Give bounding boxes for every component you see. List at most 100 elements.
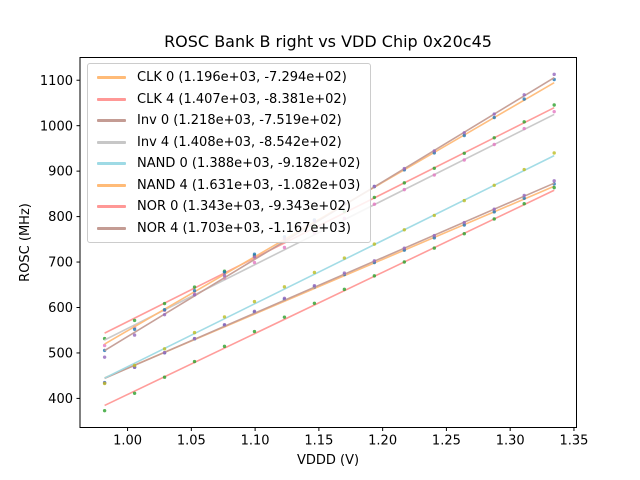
data-point	[552, 72, 556, 77]
data-point	[192, 359, 197, 364]
data-point	[132, 318, 137, 323]
data-point	[462, 220, 466, 225]
data-point	[372, 202, 377, 206]
data-point	[222, 344, 227, 349]
data-point	[342, 256, 347, 260]
y-axis-label: ROSC (MHz)	[18, 203, 33, 282]
legend-label: Inv 4 (1.408e+03, -8.542e+02)	[137, 134, 342, 150]
data-point	[462, 158, 466, 162]
legend-label: CLK 0 (1.196e+03, -7.294e+02)	[137, 70, 347, 86]
data-point	[282, 315, 287, 319]
data-point	[462, 223, 466, 227]
data-point	[372, 242, 377, 246]
data-point	[372, 259, 377, 263]
x-tick-label: 1.15	[304, 434, 333, 449]
data-point	[192, 289, 197, 293]
data-point	[252, 309, 257, 313]
y-tick-label: 700	[48, 256, 73, 271]
data-point	[102, 381, 107, 386]
legend-label: NOR 4 (1.703e+03, -1.167e+03)	[137, 220, 351, 236]
data-point	[372, 184, 377, 188]
data-point	[162, 312, 167, 317]
y-tick-label: 600	[48, 301, 73, 316]
data-point	[462, 198, 466, 203]
data-point	[312, 301, 317, 305]
x-tick-label: 1.30	[496, 434, 525, 449]
data-point	[402, 228, 407, 232]
data-point	[192, 285, 197, 289]
data-point	[552, 185, 556, 190]
data-point	[162, 308, 167, 312]
data-point	[102, 343, 107, 348]
data-point	[522, 93, 526, 97]
data-point	[432, 166, 436, 170]
data-point	[132, 333, 137, 337]
legend-swatch	[97, 162, 126, 166]
data-point	[192, 336, 197, 341]
data-point	[372, 274, 377, 278]
data-point	[162, 375, 167, 379]
data-point	[432, 246, 436, 250]
legend-entry-nor-0: NOR 0 (1.343e+03, -9.343e+02)	[97, 196, 360, 218]
legend-swatch	[97, 76, 126, 80]
data-point	[432, 173, 436, 177]
data-point	[402, 246, 407, 250]
data-point	[312, 283, 317, 288]
legend-swatch	[97, 226, 126, 230]
x-tick-label: 1.20	[368, 434, 397, 449]
data-point	[492, 136, 496, 140]
data-point	[432, 149, 436, 153]
data-point	[402, 260, 407, 264]
data-point	[162, 351, 167, 355]
legend-entry-nand-4: NAND 4 (1.631e+03, -1.082e+03)	[97, 175, 360, 197]
legend-swatch	[97, 205, 126, 209]
data-point	[492, 183, 496, 187]
legend-entry-clk-0: CLK 0 (1.196e+03, -7.294e+02)	[97, 67, 360, 89]
legend-swatch	[97, 183, 126, 187]
x-tick-label: 1.05	[177, 434, 206, 449]
data-point	[222, 322, 227, 327]
x-tick-label: 1.25	[432, 434, 461, 449]
data-point	[522, 97, 526, 101]
data-point	[492, 217, 496, 221]
data-point	[402, 187, 407, 192]
legend-label: Inv 0 (1.218e+03, -7.519e+02)	[137, 113, 342, 129]
x-tick-label: 1.00	[113, 434, 142, 449]
legend-swatch	[97, 140, 126, 144]
y-tick-label: 400	[48, 392, 73, 407]
data-point	[252, 329, 257, 334]
data-point	[462, 133, 466, 138]
data-point	[552, 179, 556, 183]
data-point	[252, 299, 257, 304]
chart-legend: CLK 0 (1.196e+03, -7.294e+02) CLK 4 (1.40…	[87, 63, 372, 243]
data-point	[342, 287, 347, 292]
data-point	[222, 273, 227, 278]
data-point	[282, 245, 287, 250]
data-point	[552, 103, 556, 107]
x-tick-label: 1.35	[559, 434, 588, 449]
data-point	[432, 233, 436, 238]
chart-title: ROSC Bank B right vs VDD Chip 0x20c45	[164, 32, 492, 51]
data-point	[342, 271, 347, 275]
data-point	[522, 193, 526, 198]
data-point	[492, 210, 496, 214]
data-point	[522, 167, 526, 172]
data-point	[462, 131, 466, 135]
data-point	[402, 181, 407, 185]
data-point	[282, 285, 287, 289]
data-point	[222, 315, 227, 319]
y-tick-label: 1000	[40, 119, 73, 134]
data-point	[372, 195, 377, 200]
data-point	[492, 112, 496, 116]
legend-label: NAND 0 (1.388e+03, -9.182e+02)	[137, 156, 361, 172]
legend-entry-nor-4: NOR 4 (1.703e+03, -1.167e+03)	[97, 218, 360, 240]
data-point	[132, 327, 137, 331]
data-point	[522, 120, 526, 124]
x-axis-label: VDDD (V)	[297, 453, 359, 468]
legend-label: CLK 4 (1.407e+03, -8.381e+02)	[137, 91, 347, 107]
legend-entry-inv-4: Inv 4 (1.408e+03, -8.542e+02)	[97, 132, 360, 154]
data-point	[312, 270, 317, 275]
data-point	[162, 301, 167, 306]
data-point	[462, 151, 466, 155]
